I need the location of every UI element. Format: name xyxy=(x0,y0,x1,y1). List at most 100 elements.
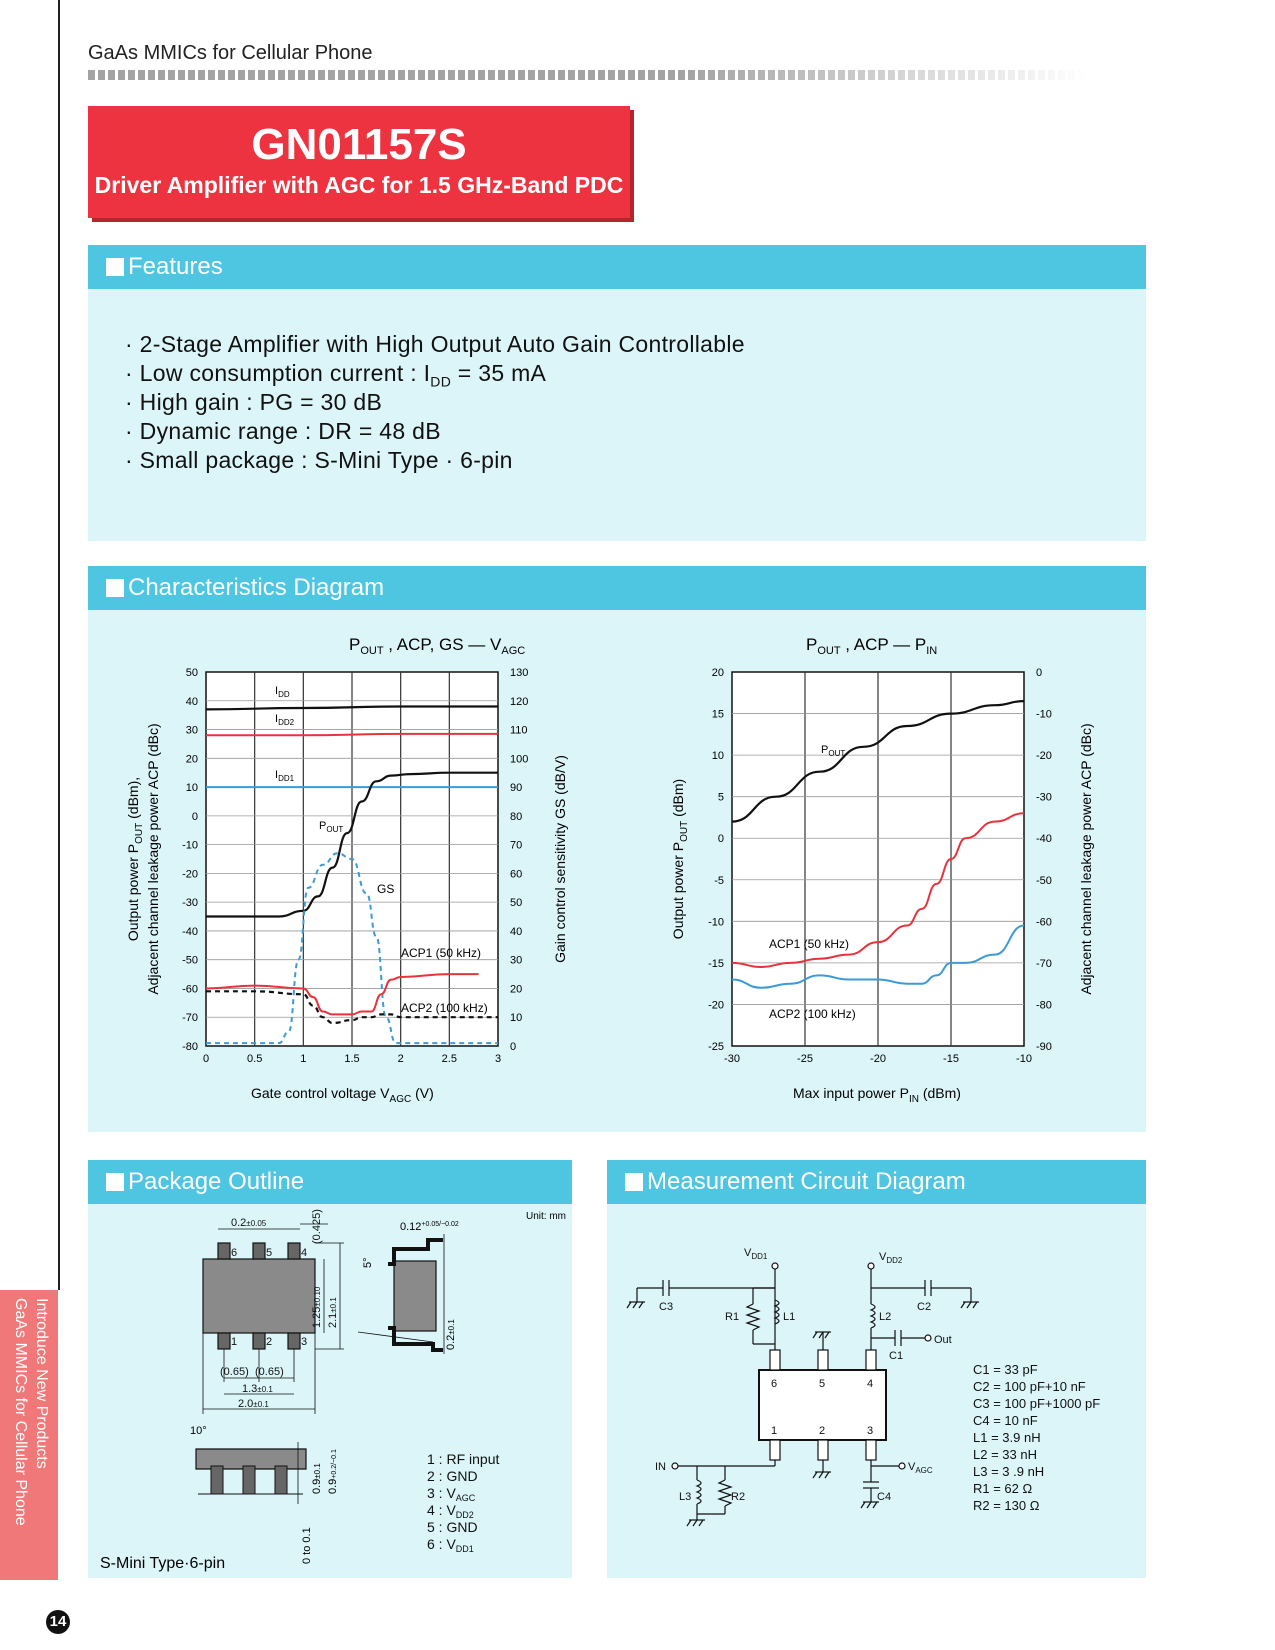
y-tick-label-right: -90 xyxy=(1036,1041,1052,1053)
chart-left-title: POUT , ACP, GS — VAGC xyxy=(349,635,525,657)
ic-pin: 2 xyxy=(819,1425,825,1437)
chart-right-y-ticks: 20 15 10 5 0 -5 -10 -15 -20 -25 xyxy=(708,667,724,1053)
x-tick-label: -30 xyxy=(724,1053,740,1065)
package-lead xyxy=(217,1242,231,1260)
series-line-acp1-50-khz- xyxy=(731,812,1025,969)
dim-text: 2.1±0.1 xyxy=(327,1297,339,1328)
heading-square-icon xyxy=(106,258,124,276)
label-gs: GS xyxy=(377,882,394,896)
package-pin-list: 1 : RF input 2 : GND 3 : VAGC 4 : VDD2 5… xyxy=(427,1451,499,1554)
chart-right-ylabel-right: Adjacent channel leakage power ACP (dBc) xyxy=(1078,723,1094,994)
x-tick-label: 2.5 xyxy=(442,1053,457,1065)
part-l2: L2 xyxy=(879,1311,891,1323)
y-tick-label: 10 xyxy=(712,750,724,762)
component-value: C4 = 10 nF xyxy=(973,1413,1038,1428)
y-tick-label: 30 xyxy=(186,725,198,737)
circuit-heading-text: Measurement Circuit Diagram xyxy=(647,1168,966,1195)
pin-desc: 1 : RF input xyxy=(427,1451,499,1467)
chart-right-series xyxy=(731,700,1025,989)
ic-body xyxy=(758,1369,887,1441)
part-l1: L1 xyxy=(783,1311,795,1323)
node-vdd2: VDD2 xyxy=(879,1251,903,1265)
y-tick-label: 0 xyxy=(718,833,724,845)
x-tick-label: -20 xyxy=(870,1053,886,1065)
node-vagc: VAGC xyxy=(908,1461,933,1475)
heading-square-icon xyxy=(625,1173,643,1191)
y-tick-label: -40 xyxy=(182,926,198,938)
label-acp1-left: ACP1 (50 kHz) xyxy=(401,946,481,960)
y-tick-label: 0 xyxy=(192,811,198,823)
title-box: GN01157S Driver Amplifier with AGC for 1… xyxy=(88,106,630,218)
x-tick-label: 0 xyxy=(203,1053,209,1065)
y-tick-label-right: 80 xyxy=(510,811,522,823)
ic-pin: 6 xyxy=(771,1378,777,1390)
dim-text: 0.9±0.1 xyxy=(311,1463,323,1494)
package-lead xyxy=(274,1465,288,1495)
y-tick-label-right: -70 xyxy=(1036,958,1052,970)
feature-item: · Small package : S-Mini Type · 6-pin xyxy=(125,447,513,473)
y-tick-label: 5 xyxy=(718,792,724,804)
series-line-pout xyxy=(206,771,498,918)
chart-right-xlabel: Max input power PIN (dBm) xyxy=(793,1085,961,1105)
package-lead xyxy=(252,1242,266,1260)
dim-text: 0.2±0.05 xyxy=(231,1217,267,1229)
component-value: L1 = 3.9 nH xyxy=(973,1430,1041,1445)
features-heading: Features xyxy=(88,245,1146,289)
y-tick-label: -80 xyxy=(182,1041,198,1053)
chart-left-xlabel: Gate control voltage VAGC (V) xyxy=(251,1085,434,1105)
package-lead xyxy=(287,1242,301,1260)
left-margin-line xyxy=(58,0,60,1290)
y-tick-label-right: 90 xyxy=(510,782,522,794)
chart-right-ylabel-left: Output power POUT (dBm) xyxy=(670,779,690,939)
component-value: R1 = 62 Ω xyxy=(973,1481,1033,1496)
package-lead xyxy=(242,1465,256,1495)
package-body xyxy=(88,1204,572,1578)
label-pout-left: POUT xyxy=(319,820,343,834)
pin-desc: 3 : VAGC xyxy=(427,1485,476,1503)
y-tick-label: 20 xyxy=(712,667,724,679)
characteristics-heading: Characteristics Diagram xyxy=(88,566,1146,610)
chart-right-title: POUT , ACP — PIN xyxy=(806,635,937,657)
pin-number: 3 xyxy=(301,1336,307,1348)
dim-text: 2.0±0.1 xyxy=(238,1398,269,1410)
chart-left-x-ticks: 0 0.5 1 1.5 2 2.5 3 xyxy=(203,1053,501,1065)
part-r1: R1 xyxy=(725,1311,739,1323)
page-number: 14 xyxy=(46,1610,70,1634)
y-tick-label-right: 50 xyxy=(510,897,522,909)
label-acp2-right: ACP2 (100 kHz) xyxy=(769,1007,856,1021)
node-vdd1: VDD1 xyxy=(744,1247,768,1261)
package-svg: Unit: mm 6 5 4 1 2 3 0.2±0.05 (0.425) xyxy=(100,1209,566,1572)
header-dotted-rule xyxy=(88,70,1088,80)
characteristics-svg: POUT , ACP, GS — VAGC 50403020100-10-20-… xyxy=(125,635,1094,1105)
pin-desc: 2 : GND xyxy=(427,1468,478,1484)
chart-left-series xyxy=(205,705,498,1045)
side-tab-text: Introduce New Products GaAs MMICs for Ce… xyxy=(6,1298,52,1568)
y-tick-label-right: 130 xyxy=(510,667,528,679)
y-tick-label-right: 100 xyxy=(510,753,528,765)
package-end-body xyxy=(195,1448,307,1470)
y-tick-label-right: 10 xyxy=(510,1012,522,1024)
ground-icon xyxy=(686,1519,705,1527)
ground-icon xyxy=(626,1301,645,1309)
pin-number: 4 xyxy=(301,1247,307,1259)
dim-text: 10° xyxy=(190,1425,207,1437)
y-tick-label-right: -40 xyxy=(1036,833,1052,845)
component-value: C2 = 100 pF+10 nF xyxy=(973,1379,1086,1394)
y-tick-label: -15 xyxy=(708,958,724,970)
x-tick-label: -25 xyxy=(797,1053,813,1065)
part-subtitle: Driver Amplifier with AGC for 1.5 GHz-Ba… xyxy=(94,172,624,198)
y-tick-label: -10 xyxy=(708,916,724,928)
y-tick-label-right: 70 xyxy=(510,840,522,852)
dim-text: 0 to 0.1 xyxy=(301,1527,313,1564)
feature-item: · Dynamic range : DR = 48 dB xyxy=(125,418,441,444)
package-lead xyxy=(287,1332,301,1350)
label-idd1: IDD1 xyxy=(275,769,295,783)
side-tab-line1: Introduce New Products xyxy=(33,1298,50,1469)
y-tick-label: -10 xyxy=(182,840,198,852)
pin-number: 6 xyxy=(231,1247,237,1259)
component-value: C3 = 100 pF+1000 pF xyxy=(973,1396,1100,1411)
part-c3: C3 xyxy=(659,1301,673,1313)
ic-pin: 1 xyxy=(771,1425,777,1437)
x-tick-label: -10 xyxy=(1016,1053,1032,1065)
